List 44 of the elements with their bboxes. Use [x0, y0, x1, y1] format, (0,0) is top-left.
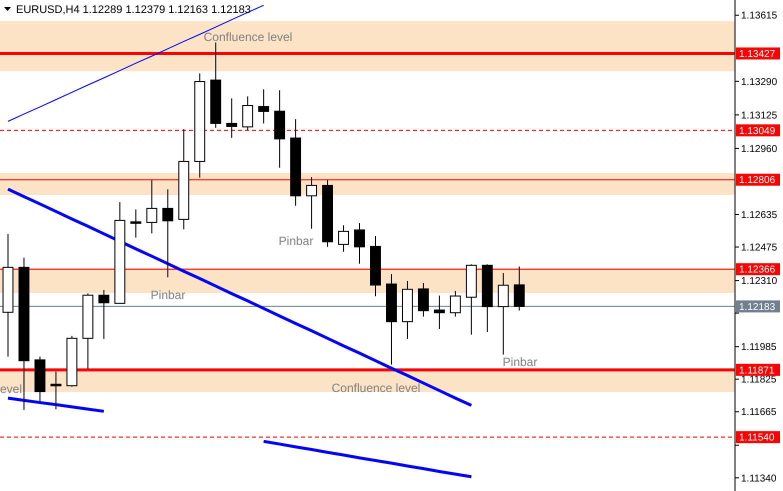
annotation: Confluence level	[332, 381, 420, 395]
y-tick-label: 1.12635	[741, 210, 778, 221]
y-tick-label: 1.13125	[741, 110, 778, 122]
ref-line-label: 1.12806	[739, 175, 776, 186]
ref-line-label: 1.11871	[739, 365, 775, 376]
annotation: Pinbar	[150, 288, 186, 302]
line-series	[7, 4, 264, 122]
annotation: evel	[0, 382, 22, 396]
y-tick-label: 1.12475	[741, 242, 778, 254]
candlestick	[498, 272, 509, 356]
candlestick	[258, 88, 270, 124]
ref-line-label: 1.13049	[739, 126, 776, 137]
candlestick	[514, 266, 525, 311]
y-tick-label: 1.12960	[741, 144, 778, 155]
annotation: Pinbar	[502, 355, 538, 369]
line-series	[6, 396, 106, 413]
y-tick-label: 1.13290	[741, 76, 778, 88]
candlestick	[434, 295, 445, 330]
candlestick	[354, 222, 365, 264]
annotation: Confluence level	[204, 30, 292, 44]
chart-title: EURUSD,H4 1.12289 1.12379 1.12163 1.12183	[16, 4, 251, 16]
candlestick	[418, 282, 429, 318]
y-tick-label: 1.13615	[741, 10, 778, 22]
candlestick	[50, 371, 62, 410]
annotation: Pinbar	[278, 234, 314, 248]
y-tick-label: 1.11340	[741, 473, 777, 484]
y-tick-label: 1.11825	[741, 374, 777, 386]
candlestick	[130, 208, 142, 238]
ref-line-label: 1.12366	[739, 264, 776, 276]
ref-line-label: 1.13427	[739, 48, 776, 60]
candlestick	[226, 98, 238, 138]
ref-line-label: 1.11540	[739, 432, 775, 444]
y-tick-label: 1.12310	[741, 276, 778, 288]
y-tick-label: 1.11665	[741, 407, 777, 418]
candlestick	[450, 290, 461, 318]
candlestick	[98, 289, 110, 340]
candlestick	[146, 180, 158, 234]
line-series	[262, 440, 473, 478]
candlestick	[306, 176, 318, 230]
candlestick	[338, 224, 349, 252]
ref-line-label: 1.12183	[739, 302, 776, 313]
y-tick-label: 1.11985	[741, 342, 777, 354]
candlestick	[162, 188, 174, 278]
candlestick	[242, 96, 254, 131]
